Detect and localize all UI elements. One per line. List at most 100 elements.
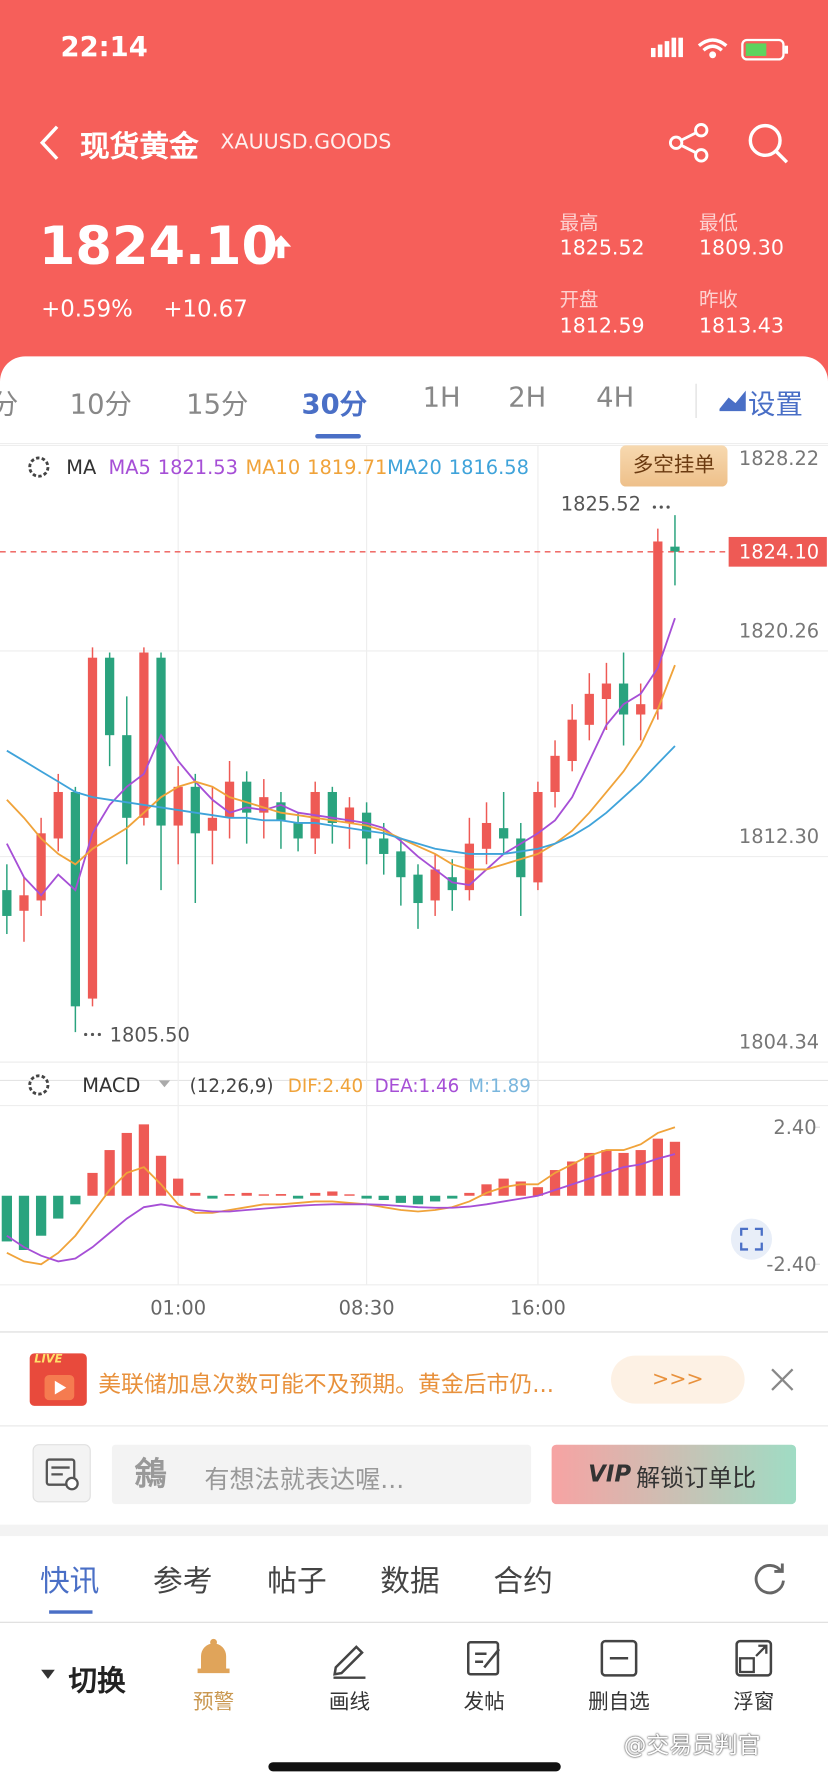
macd-bar [190,1192,201,1196]
news-tab[interactable]: 数据 [380,1564,440,1599]
stat-label: 昨收 [698,288,738,312]
search-button[interactable] [746,121,792,167]
legend-value: 1816.58 [449,456,529,479]
legend-name: MA5 [108,456,150,479]
candle-body [293,822,303,839]
macd-legend: DEA:1.46 [375,1076,460,1097]
macd-bar [241,1192,252,1196]
candle-body [413,874,423,904]
close-button[interactable] [769,1366,796,1393]
macd-bar [464,1192,475,1196]
period-tab[interactable]: 15分 [186,388,249,421]
comment-input[interactable] [111,1444,532,1505]
legend-name: MA20 [387,456,442,479]
candle-body [242,781,252,813]
macd-bar [395,1195,407,1203]
macd-bar [515,1181,526,1196]
news-text[interactable]: 美联储加息次数可能不及预期。黄金后市仍... [98,1370,554,1398]
header-bg [0,0,828,389]
macd-bar [292,1195,304,1199]
draw-icon [333,1645,366,1679]
expand-button[interactable] [727,1217,775,1260]
spacer [0,1524,828,1537]
period-tab[interactable]: 30分 [301,388,368,421]
macd-bar [549,1170,561,1196]
last-price-tag [728,536,827,567]
toolbar-item[interactable]: 浮窗 [733,1690,775,1715]
candle-body [430,869,440,901]
macd-bar [310,1192,321,1196]
annotation-dot [90,1032,95,1037]
candle-body [379,838,389,854]
candle-body [601,683,612,700]
back-button[interactable] [37,123,64,162]
y-tick-label: -2.40 [766,1253,816,1276]
note-button[interactable] [32,1444,91,1503]
ma-line [6,664,676,871]
candle-body [207,817,218,831]
vip-badge: VIP [588,1459,632,1487]
switch-button[interactable]: 切换 [68,1663,126,1698]
candle-body [344,807,355,823]
macd-bar [35,1195,47,1236]
macd-bar [361,1195,372,1199]
macd-bar [447,1195,458,1199]
dropdown-arrow [158,1080,171,1088]
period-tab[interactable]: 分 [0,381,18,421]
macd-bar [258,1194,269,1196]
x-tick-label: 08:30 [339,1297,395,1320]
legend-value: 1821.53 [158,456,238,479]
stat-label: 最高 [559,212,599,236]
share-button[interactable] [667,121,713,164]
period-tab[interactable]: 10分 [69,388,132,421]
candle-body [516,838,526,878]
period-tab[interactable]: 2H [508,381,547,414]
chart: 1828.22 1820.26 1812.30 1804.34 01:00 08:30 16… [0,443,828,1333]
toolbar-item[interactable]: 画线 [328,1690,371,1715]
candle-body [36,833,46,901]
candle-body [499,828,509,839]
live-badge: LIVE [34,1353,63,1366]
toolbar-item[interactable]: 预警 [193,1690,235,1715]
candle-body [87,657,98,999]
stat-value: 1813.43 [698,314,784,339]
period-tab[interactable]: 1H [422,381,461,414]
y-tick-label: 1820.26 [739,619,819,642]
macd-bar [70,1195,81,1205]
toolbar-item[interactable]: 发帖 [463,1690,505,1715]
up-arrow [270,235,292,259]
order-button[interactable]: 多空挂单 [620,445,728,487]
news-tab[interactable]: 帖子 [267,1564,327,1599]
gear-icon [28,456,50,478]
macd-bar [652,1138,663,1196]
macd-bar [378,1195,389,1201]
news-more[interactable]: >>> [611,1355,745,1404]
candle-body [190,786,200,834]
period-tab[interactable]: 4H [596,381,635,414]
y-tick-label: 1812.30 [739,825,819,848]
price: 1824.10 [38,214,279,277]
toolbar-item[interactable]: 删自选 [588,1690,650,1715]
candle-body [653,541,663,710]
settings-button[interactable]: 设置 [748,388,803,421]
tab-indicator [49,1610,93,1614]
news-tab[interactable]: 合约 [493,1564,553,1599]
switch-arrow [41,1669,55,1679]
news-tab[interactable]: 快讯 [39,1564,100,1599]
macd-title: MACD [82,1074,140,1097]
macd-bar [327,1191,338,1196]
candle-body [636,704,646,715]
candle-body [550,755,560,792]
macd-bar [532,1187,544,1196]
stat-value: 1809.30 [698,236,784,261]
unlock-button[interactable] [551,1444,797,1505]
annotation-dot [84,1032,88,1037]
home-indicator [268,1762,561,1772]
refresh-button[interactable] [751,1560,788,1597]
comment-placeholder: 有想法就表达喔... [204,1466,405,1495]
news-tab[interactable]: 参考 [153,1564,213,1599]
post-icon [466,1641,501,1676]
candle-body [105,657,115,736]
